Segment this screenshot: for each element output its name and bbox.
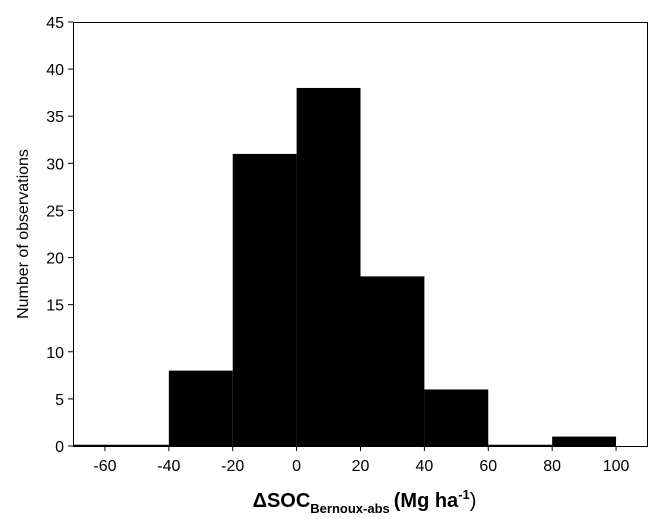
x-axis-label-main: ΔSOC [253, 490, 311, 512]
x-axis-ticks: -60 -40 -20 0 20 40 60 80 100 [93, 446, 630, 475]
y-axis-label: Number of observations [15, 149, 32, 319]
y-tick-label: 20 [46, 251, 64, 268]
y-tick-label: 10 [46, 345, 64, 362]
x-axis-label-unit-sup: -1 [458, 487, 470, 502]
x-tick-label: -20 [221, 458, 244, 475]
y-tick-label: 35 [46, 109, 64, 126]
x-tick-label: 80 [543, 458, 561, 475]
x-axis-label: ΔSOCBernoux-abs (Mg ha-1) [253, 487, 477, 516]
y-tick-label: 0 [55, 439, 64, 456]
histogram-bar [168, 370, 233, 446]
x-tick-label: 40 [415, 458, 433, 475]
x-axis-label-subscript: Bernoux-abs [310, 501, 389, 516]
histogram-bar [360, 276, 425, 446]
histogram-bar [552, 436, 617, 446]
x-tick-label: -40 [157, 458, 180, 475]
x-tick-label: 100 [603, 458, 630, 475]
histogram-bar [232, 153, 297, 446]
y-tick-label: 15 [46, 298, 64, 315]
y-tick-label: 5 [55, 392, 64, 409]
y-tick-label: 30 [46, 156, 64, 173]
x-tick-label: 0 [292, 458, 301, 475]
y-tick-label: 40 [46, 62, 64, 79]
y-axis-ticks: 0 5 10 15 20 25 30 35 40 45 [46, 15, 73, 456]
histogram-bar [296, 87, 361, 446]
bars-group [73, 87, 617, 447]
x-axis-label-unit-close: ) [470, 490, 477, 512]
x-tick-label: 60 [479, 458, 497, 475]
x-axis-label-unit: (Mg ha [394, 490, 459, 512]
x-tick-label: 20 [352, 458, 370, 475]
x-tick-label: -60 [93, 458, 116, 475]
histogram-bar [424, 389, 489, 446]
y-tick-label: 45 [46, 15, 64, 32]
y-tick-label: 25 [46, 203, 64, 220]
